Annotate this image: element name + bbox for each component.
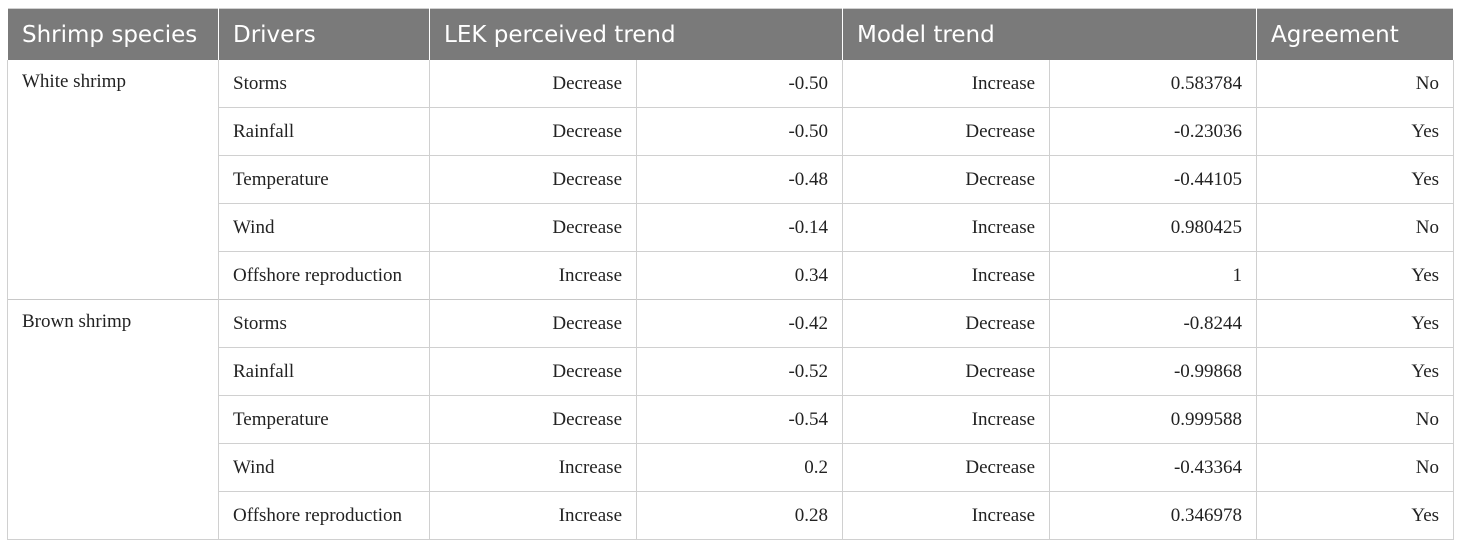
table-row: Wind Increase 0.2 Decrease -0.43364 No xyxy=(8,443,1455,492)
agreement-cell: No xyxy=(1256,395,1455,444)
species-cell: White shrimp xyxy=(7,60,219,300)
table-body: White shrimp Storms Decrease -0.50 Increase 0… xyxy=(7,60,1455,540)
table-header: Shrimp species Drivers LEK perceived tre… xyxy=(7,8,1455,60)
lek-trend-cell: Decrease xyxy=(429,60,637,108)
model-value-cell: -0.8244 xyxy=(1049,299,1258,348)
model-value-cell: -0.23036 xyxy=(1049,107,1258,156)
agreement-cell: Yes xyxy=(1256,107,1455,156)
lek-trend-cell: Decrease xyxy=(429,347,637,396)
agreement-cell: Yes xyxy=(1256,347,1455,396)
model-trend-cell: Increase xyxy=(842,251,1051,300)
agreement-cell: No xyxy=(1256,443,1455,492)
agreement-cell: No xyxy=(1256,203,1455,252)
lek-trend-cell: Increase xyxy=(429,443,637,492)
header-lek-perceived-trend: LEK perceived trend xyxy=(428,8,844,60)
lek-trend-cell: Increase xyxy=(429,491,637,540)
lek-trend-cell: Decrease xyxy=(429,203,637,252)
model-value-cell: -0.43364 xyxy=(1049,443,1258,492)
header-shrimp-species: Shrimp species xyxy=(7,8,219,60)
model-value-cell: 1 xyxy=(1049,251,1258,300)
model-value-cell: 0.346978 xyxy=(1049,491,1258,540)
lek-value-cell: -0.42 xyxy=(635,299,844,348)
driver-cell: Rainfall xyxy=(218,347,430,396)
lek-value-cell: 0.34 xyxy=(635,251,844,300)
lek-trend-cell: Decrease xyxy=(429,299,637,348)
model-value-cell: 0.999588 xyxy=(1049,395,1258,444)
table-row: Rainfall Decrease -0.52 Decrease -0.99868 Yes xyxy=(8,347,1455,396)
model-trend-cell: Increase xyxy=(842,491,1051,540)
lek-value-cell: -0.52 xyxy=(635,347,844,396)
driver-cell: Rainfall xyxy=(218,107,430,156)
driver-cell: Temperature xyxy=(218,155,430,204)
table-row: Wind Decrease -0.14 Increase 0.980425 No xyxy=(8,203,1455,252)
shrimp-trend-table: Shrimp species Drivers LEK perceived tre… xyxy=(7,8,1455,540)
agreement-cell: Yes xyxy=(1256,491,1455,540)
table-row: Rainfall Decrease -0.50 Decrease -0.23036 Yes xyxy=(8,107,1455,156)
model-trend-cell: Decrease xyxy=(842,155,1051,204)
lek-value-cell: -0.14 xyxy=(635,203,844,252)
header-model-trend: Model trend xyxy=(842,8,1258,60)
model-value-cell: 0.583784 xyxy=(1049,60,1258,108)
model-trend-cell: Decrease xyxy=(842,299,1051,348)
agreement-cell: Yes xyxy=(1256,299,1455,348)
model-trend-cell: Increase xyxy=(842,60,1051,108)
lek-value-cell: -0.50 xyxy=(635,60,844,108)
model-trend-cell: Decrease xyxy=(842,347,1051,396)
lek-value-cell: 0.28 xyxy=(635,491,844,540)
driver-cell: Wind xyxy=(218,203,430,252)
model-value-cell: -0.44105 xyxy=(1049,155,1258,204)
lek-value-cell: -0.54 xyxy=(635,395,844,444)
table-row: Offshore reproduction Increase 0.34 Increas… xyxy=(8,251,1455,300)
lek-trend-cell: Decrease xyxy=(429,395,637,444)
lek-trend-cell: Increase xyxy=(429,251,637,300)
model-trend-cell: Increase xyxy=(842,395,1051,444)
driver-cell: Wind xyxy=(218,443,430,492)
header-agreement: Agreement xyxy=(1256,8,1455,60)
model-value-cell: 0.980425 xyxy=(1049,203,1258,252)
model-trend-cell: Increase xyxy=(842,203,1051,252)
agreement-cell: No xyxy=(1256,60,1455,108)
driver-cell: Storms xyxy=(218,299,430,348)
table-row: Brown shrimp Storms Decrease -0.42 Decrease -… xyxy=(7,299,1455,540)
header-drivers: Drivers xyxy=(218,8,430,60)
agreement-cell: Yes xyxy=(1256,155,1455,204)
driver-cell: Storms xyxy=(218,60,430,108)
lek-trend-cell: Decrease xyxy=(429,155,637,204)
table-row: Temperature Decrease -0.48 Decrease -0.44105… xyxy=(8,155,1455,204)
table-row: White shrimp Storms Decrease -0.50 Increase 0… xyxy=(7,60,1455,300)
lek-trend-cell: Decrease xyxy=(429,107,637,156)
driver-cell: Offshore reproduction xyxy=(218,491,430,540)
header-row: Shrimp species Drivers LEK perceived tre… xyxy=(7,8,1455,60)
table-row: Temperature Decrease -0.54 Increase 0.999588… xyxy=(8,395,1455,444)
species-cell: Brown shrimp xyxy=(7,299,219,540)
lek-value-cell: -0.48 xyxy=(635,155,844,204)
model-trend-cell: Decrease xyxy=(842,443,1051,492)
driver-cell: Offshore reproduction xyxy=(218,251,430,300)
agreement-cell: Yes xyxy=(1256,251,1455,300)
model-value-cell: -0.99868 xyxy=(1049,347,1258,396)
driver-cell: Temperature xyxy=(218,395,430,444)
lek-value-cell: -0.50 xyxy=(635,107,844,156)
lek-value-cell: 0.2 xyxy=(635,443,844,492)
model-trend-cell: Decrease xyxy=(842,107,1051,156)
table-row: Offshore reproduction Increase 0.28 Increas… xyxy=(8,491,1455,540)
